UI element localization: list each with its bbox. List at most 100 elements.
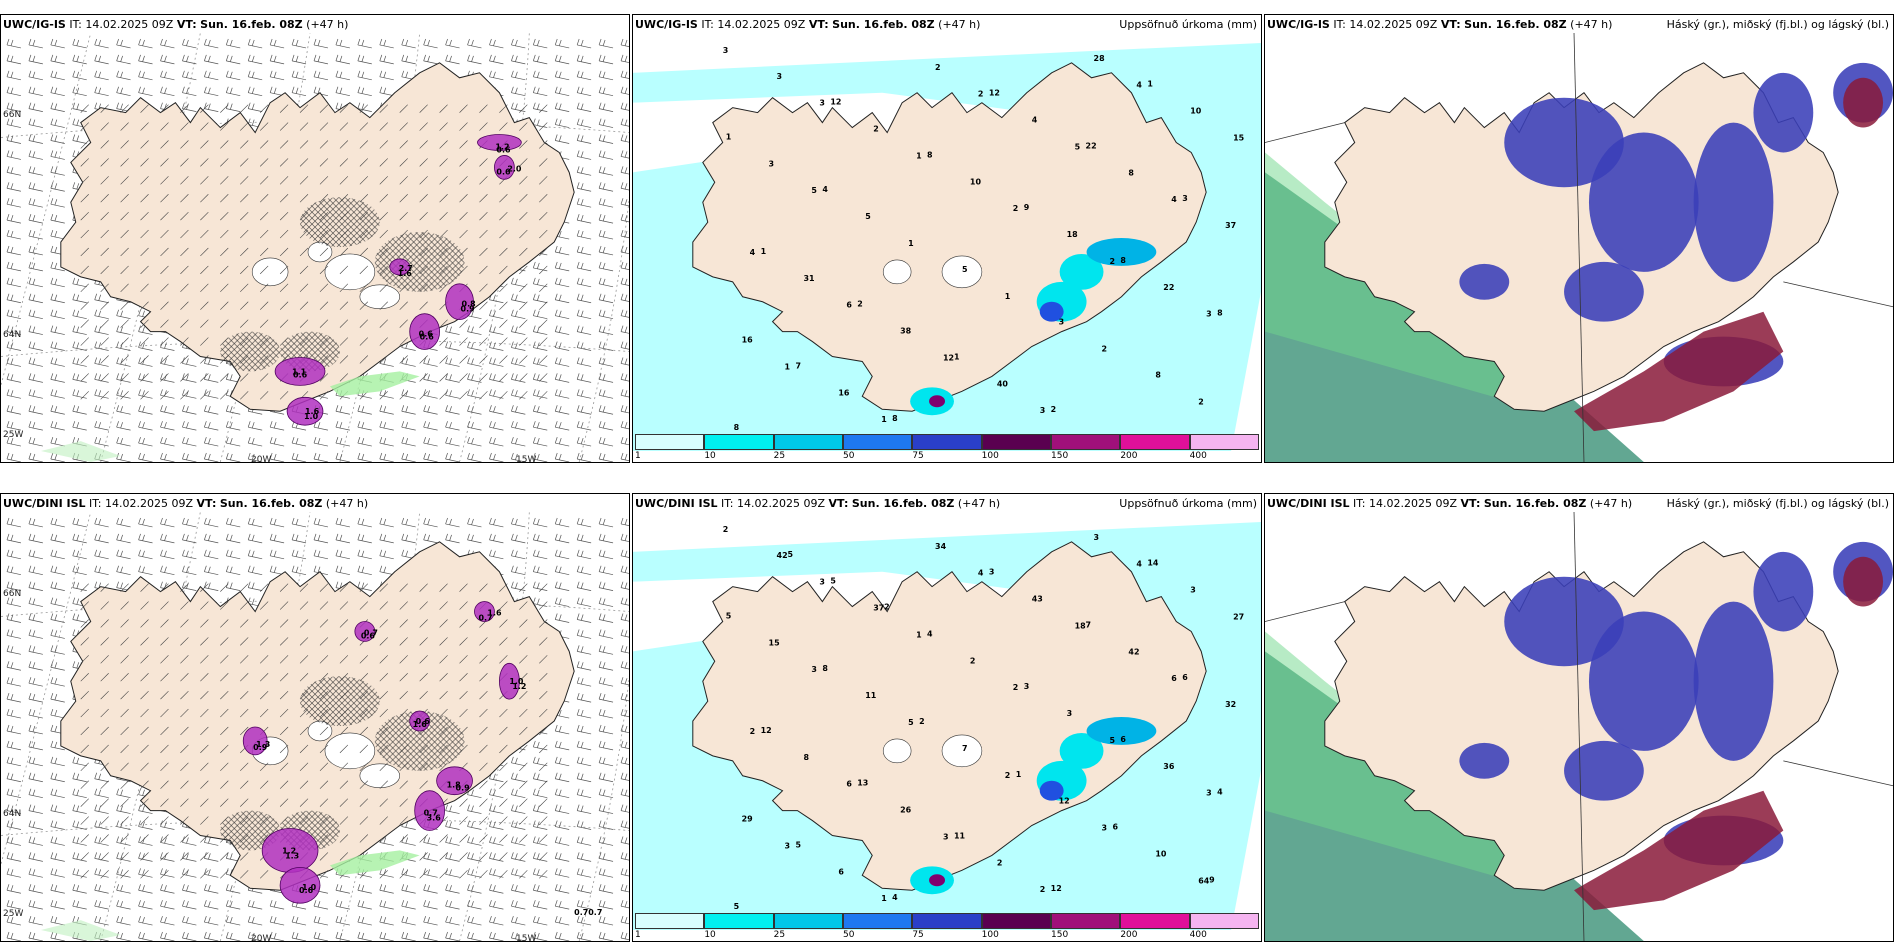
panel-header: UWC/DINI ISL IT: 14.02.2025 09Z VT: Sun.…: [635, 496, 1257, 512]
precip-amount-label: 8: [927, 150, 933, 159]
precip-amount-label: 4: [1171, 195, 1177, 204]
precip-amount-label: 1: [881, 415, 887, 424]
meridian-line: [1, 33, 92, 387]
precip-colorbar: 1 10 25 50 75 100 150 200 400: [635, 913, 1259, 940]
snow-depth-label: 1.0: [509, 677, 524, 686]
precip-amount-label: 1: [954, 352, 960, 361]
colorbar-segment: [981, 913, 1051, 929]
precip-contour: [1059, 732, 1104, 769]
precip-amount-label: 4: [892, 893, 898, 902]
precip-amount-label: 7: [795, 361, 801, 370]
snow-depth-label: 0.6: [416, 717, 431, 726]
precip-amount-label: 1: [785, 362, 791, 371]
precip-amount-label: 1: [726, 133, 732, 142]
snowfall-contour: [414, 790, 445, 831]
glacier: [941, 734, 983, 768]
mid-cloud: [1693, 601, 1774, 761]
snow-depth-label: 1.3: [256, 740, 270, 749]
snowfall-contour: [242, 726, 268, 756]
precip-amount-label: 6: [1182, 673, 1188, 682]
colorbar-segment: [704, 913, 774, 929]
precip-amount-label: 3: [811, 665, 817, 674]
mid-cloud: [1564, 740, 1644, 801]
precip-amount-label: 16: [838, 388, 850, 397]
colorbar-tick-label: 50: [843, 451, 855, 461]
precip-amount-label: 2: [1013, 204, 1019, 213]
snow-depth-label: 0.6: [361, 631, 376, 640]
meridian-line: [1, 512, 92, 866]
snowfall-contour: [494, 155, 515, 180]
snow-depth-label: 1.2: [495, 142, 509, 151]
colorbar-tick-label: 400: [1189, 451, 1207, 461]
mid-cloud: [1459, 742, 1510, 779]
map-svg: [1265, 512, 1893, 941]
precip-amount-label: 2: [1040, 885, 1046, 894]
colorbar-tick-label: 150: [1051, 451, 1069, 461]
colorbar-tick-label: 200: [1120, 930, 1138, 940]
precip-amount-label: 6: [1171, 674, 1177, 683]
lead-time: (+47 h): [325, 497, 369, 510]
low-cloud: [1574, 790, 1784, 911]
precip-amount-label: 5: [734, 902, 740, 911]
precip-amount-label: 4: [1217, 788, 1223, 797]
valid-time: Sun. 16.feb. 08Z: [851, 497, 955, 510]
precip-amount-label: 5: [830, 577, 836, 586]
precip-amount-label: 8: [1128, 168, 1134, 177]
glacier: [324, 253, 376, 291]
precip-amount-label: 3: [1206, 310, 1212, 319]
graticule-label: 66N: [3, 589, 22, 599]
mid-cloud: [1459, 263, 1510, 300]
panel-header: UWC/IG-IS IT: 14.02.2025 09Z VT: Sun. 16…: [635, 17, 1257, 33]
glacier: [882, 738, 912, 764]
precip-amount-label: 5: [811, 186, 817, 195]
mid-cloud: [1693, 122, 1774, 282]
valid-time: Sun. 16.feb. 08Z: [1464, 18, 1567, 31]
snowfall-contour: [477, 134, 522, 151]
snow-hatch: [220, 331, 281, 372]
precip-contour: [929, 395, 946, 408]
precip-contour: [1086, 717, 1157, 745]
precip-colorbar: 1 10 25 50 75 100 150 200 400: [635, 434, 1259, 461]
snow-depth-label: 0.6: [293, 370, 308, 379]
precip-amount-label: 42: [1128, 647, 1139, 656]
precip-amount-label: 8: [892, 414, 898, 423]
precip-amount-label: 12: [1059, 797, 1070, 806]
precip-amount-label: 5: [795, 840, 801, 849]
valid-time: Sun. 16.feb. 08Z: [1483, 497, 1587, 510]
snow-depth-label: 0.6: [419, 330, 434, 339]
precip-amount-label: 2: [1109, 257, 1115, 266]
snow-depth-label: 2.0: [507, 164, 522, 173]
precip-amount-label: 2: [1051, 405, 1057, 414]
model-label: UWC/DINI ISL: [1267, 497, 1350, 510]
panel-wind-dini: UWC/DINI ISL IT: 14.02.2025 09Z VT: Sun.…: [0, 493, 630, 942]
vt-label: VT:: [196, 497, 217, 510]
colorbar-tick-label: 75: [912, 930, 924, 940]
panel-header: UWC/IG-IS IT: 14.02.2025 09Z VT: Sun. 16…: [3, 17, 625, 33]
snowfall-contour: [389, 258, 411, 276]
colorbar-tick-label: 10: [704, 451, 716, 461]
precip-amount-label: 4: [1032, 116, 1038, 125]
lead-time: (+47 h): [306, 18, 349, 31]
precip-amount-label: 22: [1163, 283, 1174, 292]
mid-cloud: [1504, 97, 1624, 188]
precip-amount-label: 9: [1209, 875, 1215, 884]
it-label: IT:: [1333, 18, 1346, 31]
colorbar-segment: [1189, 434, 1259, 450]
precip-amount-label: 3: [943, 832, 949, 841]
vt-label: VT:: [808, 18, 829, 31]
snowfall-contour: [436, 766, 473, 796]
light-precip: [40, 441, 121, 462]
it-label: IT:: [721, 497, 734, 510]
precip-amount-label: 1: [761, 247, 767, 256]
land-wind-barbs: [80, 104, 548, 400]
precip-amount-label: 2: [1005, 771, 1011, 780]
colorbar-segment: [1189, 913, 1259, 929]
precip-amount-label: 8: [1155, 370, 1161, 379]
precip-amount-label: 13: [857, 779, 868, 788]
precip-amount-label: 2: [750, 727, 756, 736]
precip-amount-label: 6: [846, 780, 852, 789]
snowfall-contour: [445, 283, 474, 321]
precip-amount-label: 22: [1086, 141, 1097, 150]
map-canvas: 2 3 1 2 5 3 3 1 4 18 6 2 6 3 2 4 27 3 5 2 3 64 42 37 2 3 36 29 6 34 43…: [633, 512, 1261, 941]
colorbar-tick-label: 75: [912, 451, 924, 461]
